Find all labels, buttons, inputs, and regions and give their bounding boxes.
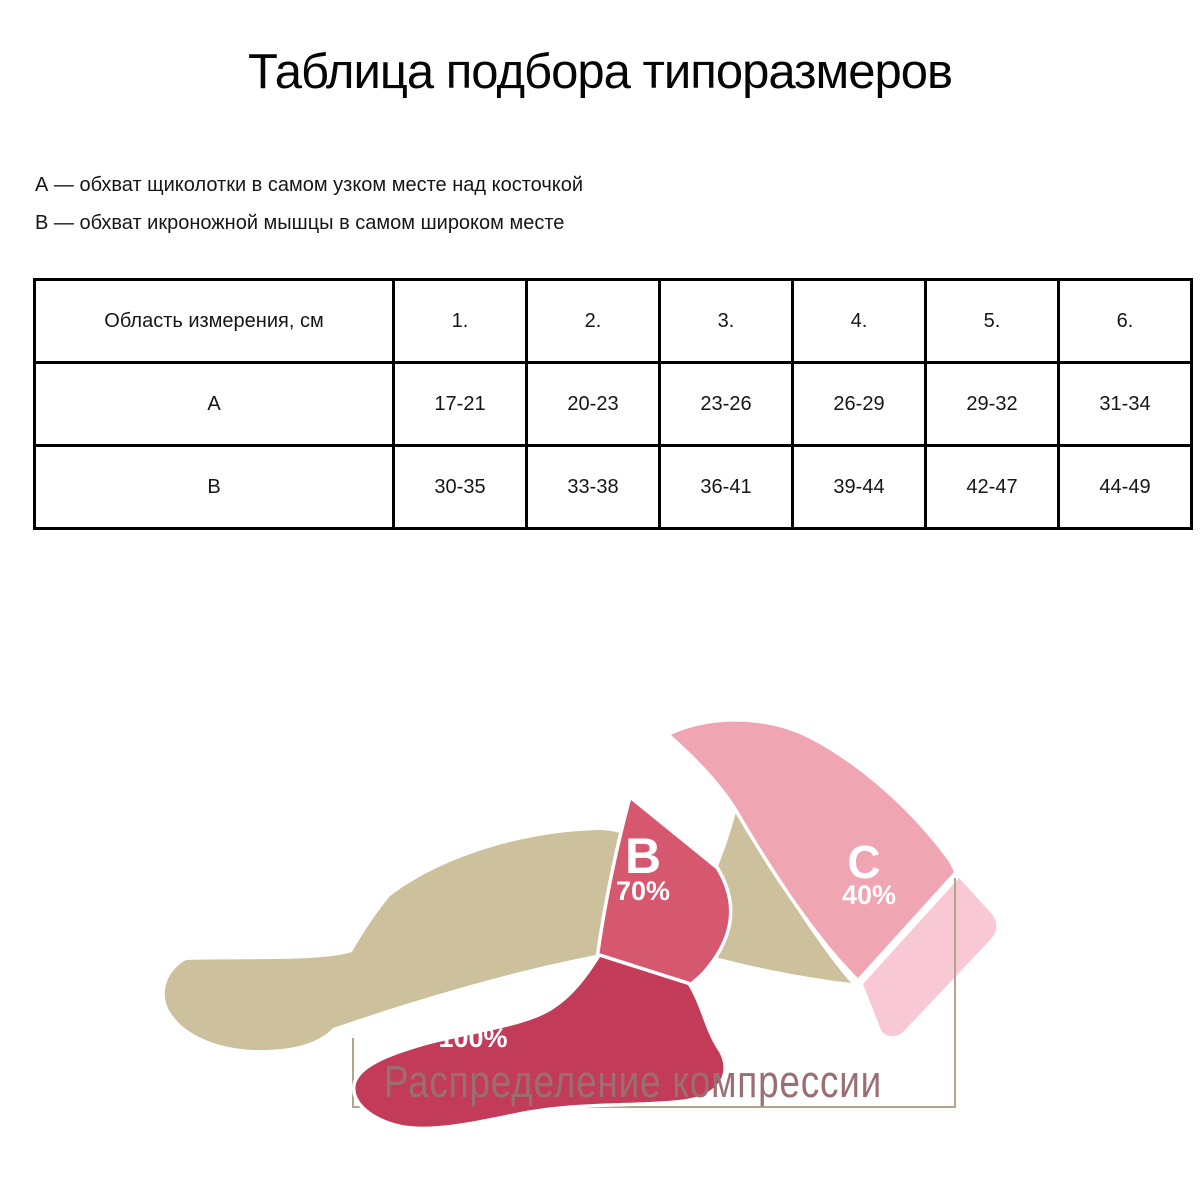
- zone-a-letter: A: [458, 976, 491, 1028]
- row-a-label: А: [33, 361, 395, 447]
- row-b-value-4: 39-44: [791, 444, 927, 530]
- page-title: Таблица подбора типоразмеров: [248, 45, 953, 99]
- size-table: Область измерения, см 1. 2. 3. 4. 5. 6. …: [33, 278, 1193, 530]
- measurement-note-a: А — обхват щиколотки в самом узком месте…: [35, 174, 584, 196]
- column-header-size-2: 2.: [525, 278, 661, 364]
- column-header-size-4: 4.: [791, 278, 927, 364]
- row-b-label: В: [33, 444, 395, 530]
- zone-b-letter: B: [625, 828, 661, 884]
- zone-b-percent: 70%: [616, 876, 670, 906]
- compression-diagram: A 100% B 70% C 40% Распределение компрес…: [0, 680, 1200, 1200]
- row-a-value-6: 31-34: [1057, 361, 1193, 447]
- zone-c-cuff-shape: [860, 875, 999, 1039]
- row-b-value-6: 44-49: [1057, 444, 1193, 530]
- size-table-header-row: Область измерения, см 1. 2. 3. 4. 5. 6.: [33, 278, 1193, 364]
- measurement-note-b: В — обхват икроножной мышцы в самом широ…: [35, 212, 565, 234]
- column-header-measure-area: Область измерения, см: [33, 278, 395, 364]
- caption-frame: [352, 878, 956, 1108]
- row-a-value-1: 17-21: [392, 361, 528, 447]
- table-row-a: А 17-21 20-23 23-26 26-29 29-32 31-34: [33, 361, 1193, 447]
- leg-illustration: A 100% B 70% C 40% Распределение компрес…: [164, 718, 999, 1131]
- zone-c-shape: [667, 718, 958, 982]
- row-b-value-2: 33-38: [525, 444, 661, 530]
- column-header-size-6: 6.: [1057, 278, 1193, 364]
- zone-a-percent: 100%: [438, 1023, 507, 1053]
- column-header-size-1: 1.: [392, 278, 528, 364]
- row-a-value-3: 23-26: [658, 361, 794, 447]
- zone-c-percent: 40%: [842, 880, 896, 910]
- column-header-size-3: 3.: [658, 278, 794, 364]
- row-a-value-2: 20-23: [525, 361, 661, 447]
- row-b-value-3: 36-41: [658, 444, 794, 530]
- column-header-size-5: 5.: [924, 278, 1060, 364]
- bare-leg-shape: [164, 830, 643, 1051]
- row-a-value-4: 26-29: [791, 361, 927, 447]
- zone-c-letter: C: [847, 836, 880, 888]
- table-row-b: В 30-35 33-38 36-41 39-44 42-47 44-49: [33, 444, 1193, 530]
- row-b-value-5: 42-47: [924, 444, 1060, 530]
- row-b-value-1: 30-35: [392, 444, 528, 530]
- row-a-value-5: 29-32: [924, 361, 1060, 447]
- zone-a-shape: [351, 953, 727, 1131]
- diagram-caption: Распределение компрессии: [384, 1057, 882, 1107]
